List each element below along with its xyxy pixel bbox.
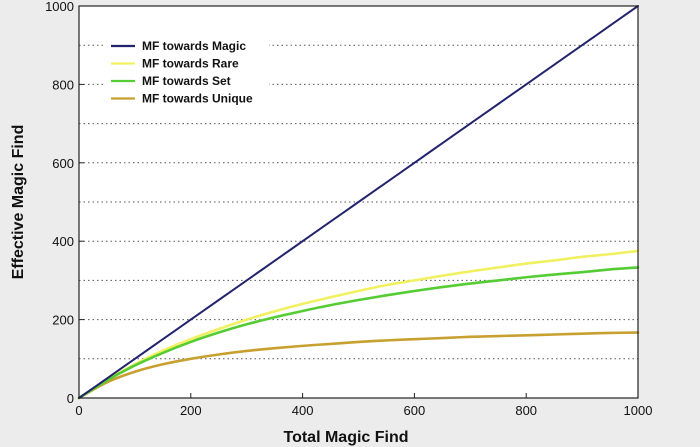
y-tick-label: 1000 bbox=[45, 0, 74, 14]
y-tick-label: 0 bbox=[67, 391, 74, 406]
x-tick-label: 400 bbox=[292, 403, 314, 418]
x-tick-label: 0 bbox=[75, 403, 82, 418]
x-tick-label: 1000 bbox=[624, 403, 653, 418]
series-lines bbox=[77, 5, 640, 400]
series-line-mf-towards-magic bbox=[78, 5, 639, 399]
x-axis-title: Total Magic Find bbox=[283, 429, 408, 446]
legend-label: MF towards Rare bbox=[142, 57, 239, 71]
axis-ticks: 0 200 400 600 800 1000 0 200 400 600 800 1000 bbox=[45, 0, 652, 418]
series-line-mf-towards-set bbox=[77, 266, 640, 400]
y-tick-label: 600 bbox=[52, 156, 74, 171]
x-tick-label: 600 bbox=[404, 403, 426, 418]
series-line-mf-towards-rare bbox=[77, 249, 640, 400]
y-tick-label: 400 bbox=[52, 234, 74, 249]
y-tick-label: 200 bbox=[52, 313, 74, 328]
legend-label: MF towards Unique bbox=[142, 92, 253, 106]
x-tick-label: 800 bbox=[515, 403, 537, 418]
legend: MF towards Magic MF towards Rare MF toward… bbox=[104, 36, 269, 110]
plot-frame bbox=[78, 5, 639, 399]
legend-label: MF towards Set bbox=[142, 74, 231, 88]
x-tick-label: 200 bbox=[180, 403, 202, 418]
y-tick-label: 800 bbox=[52, 77, 74, 92]
legend-label: MF towards Magic bbox=[142, 39, 246, 53]
y-axis-title: Effective Magic Find bbox=[10, 125, 27, 280]
series-line-mf-towards-unique bbox=[77, 331, 640, 400]
